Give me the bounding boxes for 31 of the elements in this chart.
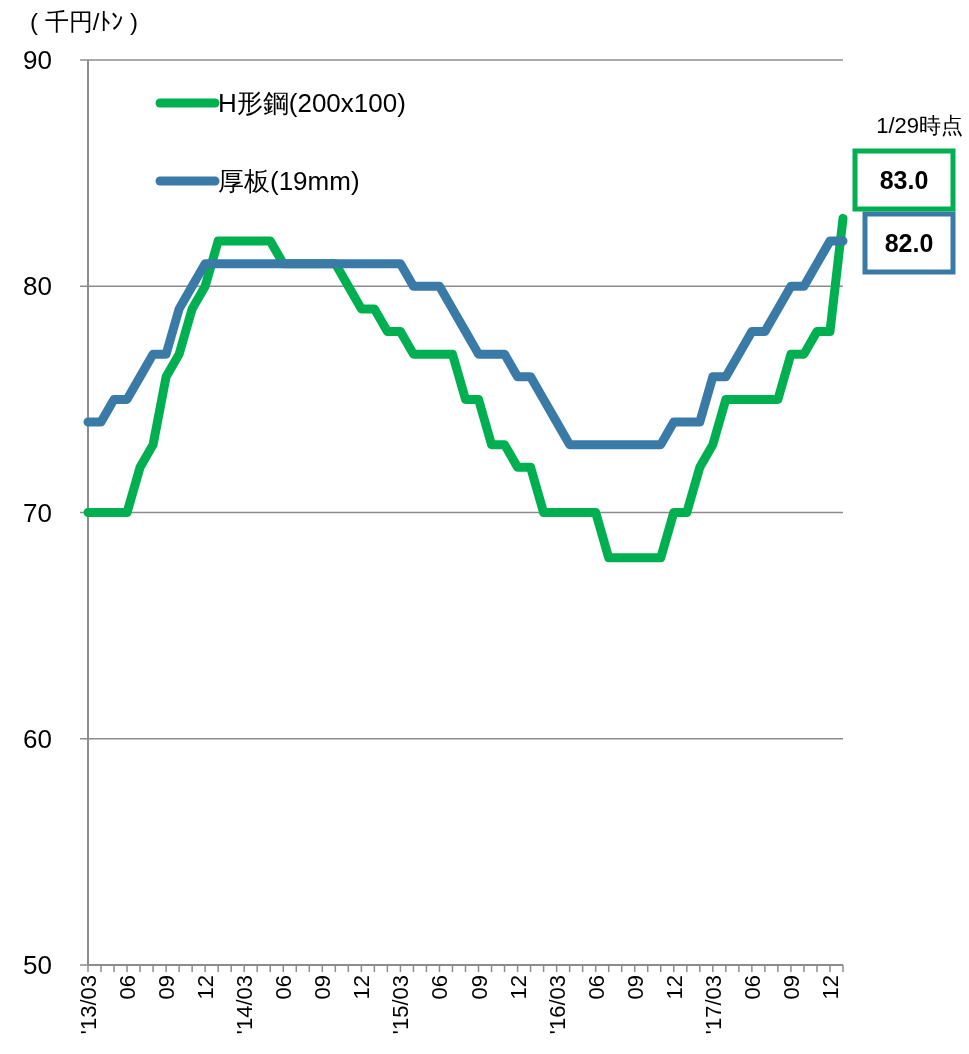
x-tick-label: 06 [427,975,453,1000]
x-tick-label: '14/03 [232,975,258,1035]
x-tick-label: 12 [193,975,219,1000]
x-tick-label: 06 [271,975,297,1000]
x-tick-label: 09 [310,975,336,1000]
legend-label: 厚板(19mm) [218,166,360,196]
x-tick-label: 09 [778,975,804,1000]
x-tick-label: '17/03 [700,975,726,1035]
y-tick-label: 90 [23,45,52,75]
data-label: 82.0 [884,229,934,257]
text: 1/29時点 [876,113,963,138]
x-tick-label: '16/03 [544,975,570,1035]
x-tick-label: '15/03 [388,975,414,1035]
x-tick-label: 12 [349,975,375,1000]
x-tick-label: '13/03 [76,975,101,1035]
x-tick-label: 06 [739,975,765,1000]
x-tick-label: 12 [817,975,843,1000]
x-tick-label: 09 [154,975,180,1000]
x-tick-label: 09 [466,975,492,1000]
x-tick-label: 06 [115,975,141,1000]
x-tick-label: 09 [622,975,648,1000]
y-tick-label: 50 [23,950,52,980]
x-tick-label: 12 [505,975,531,1000]
y-tick-label: 70 [23,497,52,528]
legend-label: H形鋼(200x100) [218,88,406,118]
y-axis-title: ( 千円/ﾄﾝ ) [30,8,138,35]
data-label: 83.0 [879,166,929,194]
y-tick-label: 60 [23,723,52,754]
x-tick-label: 12 [661,975,687,1000]
x-tick-label: 06 [583,975,609,1000]
y-tick-label: 80 [23,271,52,302]
